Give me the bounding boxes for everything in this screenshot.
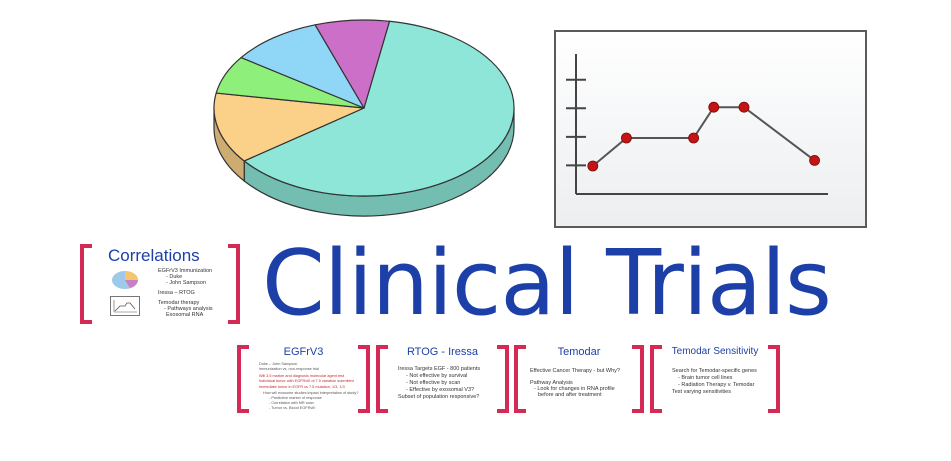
line-chart	[554, 30, 867, 228]
temodar-title: Temodar	[557, 346, 601, 358]
pie-slice-4	[314, 19, 391, 109]
rtog-line-2: - Not effective by scan	[406, 380, 461, 386]
rtog-iressa-card[interactable]: RTOG - Iressa Iressa Targets EGF - 800 p…	[376, 345, 509, 413]
bracket-left	[80, 244, 92, 324]
sensitivity-line-2: - Radiation Therapy v. Temodar	[678, 382, 755, 388]
rtog-line-4: Subset of population responsive?	[398, 394, 480, 400]
corr-temodar-heading: Temodar therapy	[158, 300, 200, 306]
corr-temodar-item-0: - Pathways analysis	[164, 306, 213, 312]
sensitivity-line-0: Search for Temodar-specific genes	[672, 368, 757, 374]
pie-slice-1	[213, 92, 365, 162]
sensitivity-line-1: - Brain tumor cell lines	[678, 375, 733, 381]
data-point-1	[621, 132, 632, 144]
bracket-left	[650, 345, 662, 413]
rtog-iressa-title: RTOG - Iressa	[406, 346, 479, 358]
data-point-5	[809, 154, 820, 166]
chart-frame	[554, 30, 867, 228]
rtog-line-1: - Not effective by survival	[406, 373, 468, 379]
temodar-line-0: Effective Cancer Therapy - but Why?	[530, 368, 620, 374]
corr-egfr-heading: EGFrV3 Immunization	[158, 268, 213, 274]
egfrv3-tail-0: How will exosome studies impact interpre…	[263, 391, 359, 395]
egfrv3-red-0: Will 3.5 marker and diagnosis molecular …	[259, 374, 345, 378]
temodar-line-3: - Look for changes in RNA profile	[534, 386, 615, 392]
egfrv3-tail-3: - Tumor vs. Blood EGFRvIII	[269, 406, 316, 410]
corr-iressa: Iressa – RTOG	[158, 290, 195, 296]
correlations-title: Correlations	[108, 246, 200, 265]
egfrv3-line-1: Immunization vs. non-response trial	[259, 367, 319, 371]
bracket-left	[514, 345, 526, 413]
pie-slice-3	[240, 24, 365, 109]
sensitivity-line-3: Test varying sensitivities	[672, 389, 731, 395]
mini-line-chart-icon	[110, 296, 140, 316]
bracket-left	[376, 345, 388, 413]
temodar-line-2: Pathway Analysis	[530, 380, 573, 386]
pie-slice-0	[243, 20, 515, 197]
rtog-line-0: Iressa Targets EGF - 800 patients	[398, 366, 481, 372]
egfrv3-tail-1: - Predictive marker of response	[269, 396, 322, 400]
egfrv3-tail-2: - Correlation with MR scan	[269, 401, 314, 405]
temodar-line-4: before and after treatment	[538, 392, 602, 398]
temodar-sensitivity-card[interactable]: Temodar Sensitivity Search for Temodar-s…	[650, 345, 780, 413]
temodar-sensitivity-title: Temodar Sensitivity	[671, 346, 759, 357]
bracket-right	[228, 244, 240, 324]
corr-egfr-item-1: - John Sampson	[166, 280, 207, 286]
pie-chart	[213, 19, 515, 217]
data-point-3	[708, 101, 720, 113]
data-point-4	[738, 101, 750, 113]
bracket-right	[358, 345, 370, 413]
mini-pie-icon	[112, 271, 138, 289]
bracket-right	[632, 345, 644, 413]
temodar-card[interactable]: Temodar Effective Cancer Therapy - but W…	[514, 345, 644, 413]
data-point-0	[587, 160, 599, 172]
data-point-2	[688, 132, 700, 144]
egfrv3-red-2: Immediate tumor in EGFR vs 7.5 mutation,…	[259, 385, 345, 389]
correlations-card[interactable]: Correlations EGFrV3 Immunization - Duke …	[80, 244, 240, 324]
line-series	[592, 106, 816, 167]
corr-egfr-item-0: - Duke	[166, 274, 183, 280]
egfrv3-card[interactable]: EGFrV3 Duke – John Sampson Immunization …	[237, 345, 370, 413]
egfrv3-line-0: Duke – John Sampson	[259, 362, 298, 366]
rtog-line-3: - Effective by exosomal V3?	[406, 387, 475, 393]
corr-temodar-item-1: Exosomal RNA	[166, 312, 204, 318]
page-title: Clinical Trials	[262, 231, 832, 336]
egfrv3-title: EGFrV3	[283, 346, 324, 358]
egfrv3-red-1: Individual tumor with EGFRvIII of 7.5 va…	[259, 379, 354, 383]
bracket-right	[768, 345, 780, 413]
bracket-left	[237, 345, 249, 413]
bracket-right	[497, 345, 509, 413]
